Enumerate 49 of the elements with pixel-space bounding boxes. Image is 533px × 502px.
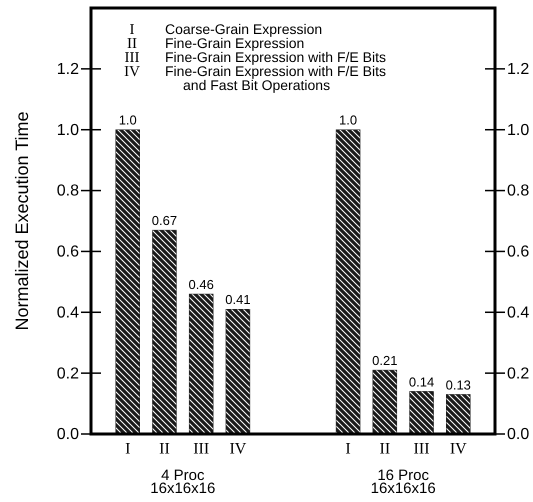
x-tick-label: I [125,440,130,458]
data-label: 0.41 [225,292,251,308]
text: 4 Proc 16x16x16 [150,467,216,497]
y-tick-label: 0.0 [56,426,80,444]
y-tick-label: 0.8 [56,182,80,200]
bar [188,294,214,434]
data-label: 0.46 [188,277,214,292]
x-tick-label: I [345,440,351,458]
bar [115,129,140,434]
x-tick-label: IV [229,440,247,458]
y2-tick-label: 0.2 [507,365,530,382]
bar [226,308,250,434]
data-label: 0.21 [372,353,398,368]
x-tick-label: III [193,440,210,458]
y-tick-label: 0.4 [56,304,80,322]
annotation: Fine-Grain Expression with F/E Bits [165,49,386,65]
annotation: IV [124,64,140,80]
annotation: Fine-Grain Expression [165,35,304,51]
bar [152,230,177,434]
y-tick-label: 0.2 [56,365,80,382]
y-axis-title: Normalized Execution Time [12,111,32,331]
text: 16 Proc 16x16x16 [370,467,436,497]
annotation: I [130,22,134,38]
y2-tick-label: 0.8 [507,182,530,200]
y2-tick-label: 0.6 [507,244,530,261]
x-tick-label: II [159,440,170,458]
y2-tick-label: 1.2 [507,60,530,78]
data-label: 1.0 [339,112,358,128]
y-tick-label: 1.0 [56,122,80,139]
x-tick-label: III [414,440,430,458]
bar [446,394,471,434]
y2-tick-label: 1.0 [507,122,530,139]
data-label: 0.14 [408,374,434,390]
annotation: III [124,50,140,66]
x-tick-label: II [379,440,390,458]
annotation: Fine-Grain Expression with F/E Bits and Fast Bit Operations [165,63,386,93]
data-label: 1.0 [118,112,137,128]
annotation: II [127,36,137,52]
data-label: 0.67 [152,213,178,228]
bar [372,370,398,434]
y-tick-label: 1.2 [56,60,80,78]
annotation: Coarse-Grain Expression [165,21,322,37]
bar [336,129,360,434]
y2-tick-label: 0.4 [507,304,530,322]
x-tick-label: IV [450,440,468,458]
bar [409,391,434,434]
y2-tick-label: 0.0 [507,426,530,444]
y-tick-label: 0.6 [56,244,80,261]
data-label: 0.13 [446,377,471,392]
